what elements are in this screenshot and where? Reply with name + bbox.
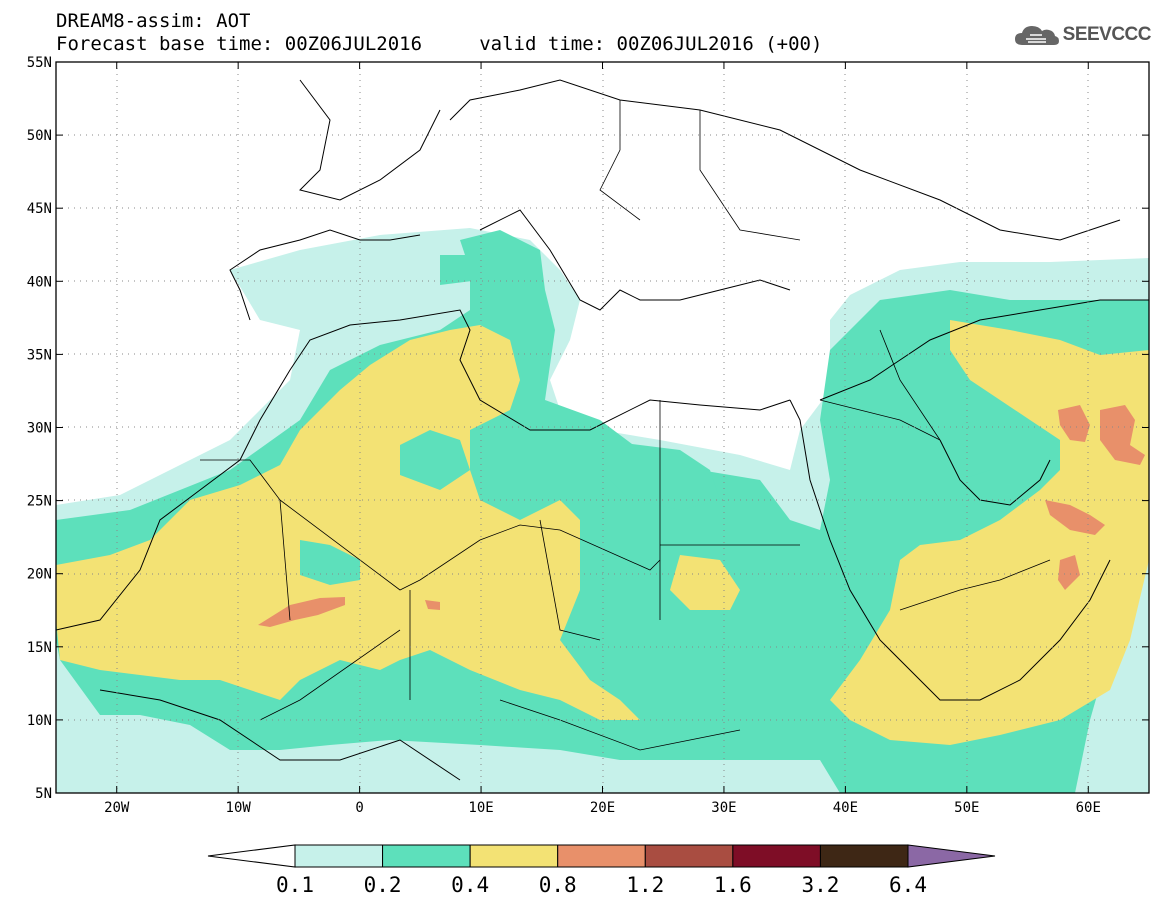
colorbar-box <box>557 844 646 868</box>
colorbar-label: 0.1 <box>276 873 314 897</box>
country-borders <box>200 100 1051 751</box>
colorbar-label: 1.6 <box>714 873 752 897</box>
lat-label: 55N <box>27 55 52 71</box>
colorbar-max-triangle <box>907 844 996 868</box>
coastlines <box>56 79 1149 781</box>
colorbar-min-triangle <box>207 844 296 868</box>
map-title: DREAM8-assim: AOT <box>56 10 251 32</box>
colorbar-label: 3.2 <box>801 873 839 897</box>
seevccc-logo: SEEVCCC <box>1014 22 1152 48</box>
cloud-logo-icon <box>1014 26 1059 45</box>
lat-label: 35N <box>27 347 52 363</box>
forecast-time-subtitle: Forecast base time: 00Z06JUL2016 valid t… <box>56 33 823 55</box>
colorbar-label: 0.2 <box>364 873 402 897</box>
lat-label: 25N <box>27 494 52 510</box>
lat-label: 40N <box>27 274 52 290</box>
lon-label: 20E <box>590 800 615 816</box>
lon-label: 20W <box>104 800 130 816</box>
lat-label: 20N <box>27 567 52 583</box>
lon-label: 10E <box>468 800 493 816</box>
logo-text: SEEVCCC <box>1062 24 1152 45</box>
colorbar-label: 0.4 <box>451 873 489 897</box>
latitude-labels: 5N 10N 15N 20N 25N 30N 35N 40N 45N 50N 55N <box>27 55 52 802</box>
lat-label: 5N <box>35 786 52 802</box>
lat-label: 10N <box>27 713 52 729</box>
lat-label: 15N <box>27 640 52 656</box>
colorbar-box <box>469 844 559 868</box>
colorbar-box <box>382 844 471 868</box>
colorbar-label: 1.2 <box>626 873 664 897</box>
lon-label: 60E <box>1076 800 1101 816</box>
lat-label: 45N <box>27 201 52 217</box>
axis-ticks <box>56 61 1149 794</box>
lat-label: 50N <box>27 128 52 144</box>
lon-label: 50E <box>954 800 979 816</box>
colorbar: 0.1 0.2 0.4 0.8 1.2 1.6 3.2 6.4 <box>207 844 996 897</box>
aot-field <box>56 62 1149 793</box>
graticule <box>56 62 1149 793</box>
colorbar-box <box>294 844 384 868</box>
colorbar-label: 0.8 <box>539 873 577 897</box>
colorbar-label: 6.4 <box>889 873 927 897</box>
lon-label: 0 <box>355 800 363 816</box>
longitude-labels: 20W 10W 0 10E 20E 30E 40E 50E 60E <box>104 800 1101 816</box>
lon-label: 10W <box>226 800 252 816</box>
colorbar-box <box>732 844 821 868</box>
lon-label: 30E <box>711 800 736 816</box>
aot-contour-0.8 <box>258 405 1145 627</box>
lon-label: 40E <box>833 800 858 816</box>
colorbar-box <box>644 844 734 868</box>
colorbar-box <box>819 844 909 868</box>
lat-label: 30N <box>27 421 52 437</box>
